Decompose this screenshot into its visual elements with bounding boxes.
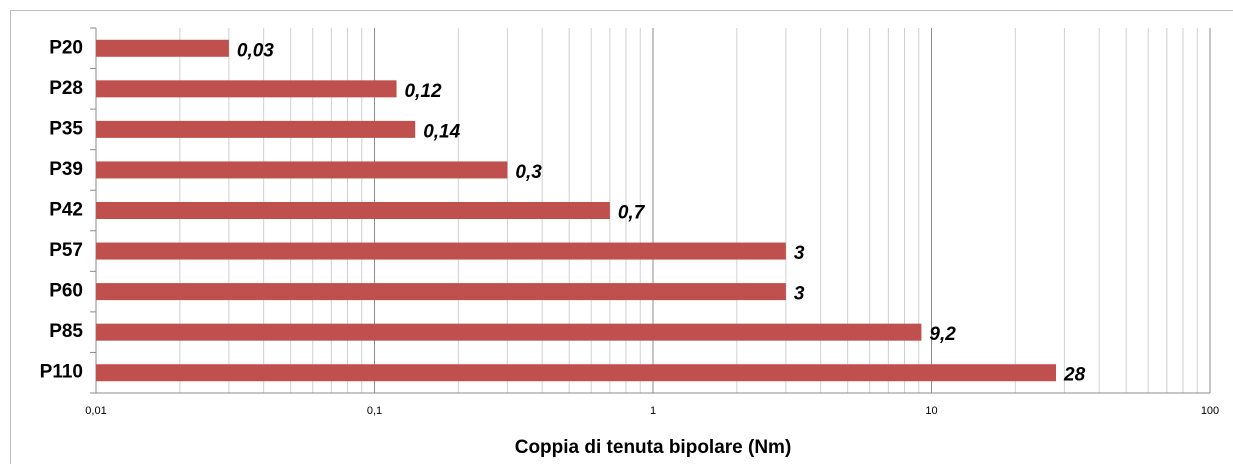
x-tick-label: 0,1 — [367, 405, 382, 417]
bar — [96, 202, 610, 219]
y-tick-label: P20 — [49, 37, 83, 58]
bar — [96, 323, 922, 341]
bar — [96, 283, 786, 301]
x-tick-label: 100 — [1201, 405, 1219, 417]
data-label: 0,03 — [237, 40, 274, 61]
y-tick-label: P85 — [49, 321, 83, 342]
y-tick-label: P60 — [49, 281, 83, 302]
y-tick-label: P28 — [49, 78, 83, 99]
data-label: 0,12 — [405, 81, 442, 102]
data-label: 3 — [794, 243, 805, 264]
bar — [96, 80, 397, 98]
y-tick-label: P110 — [40, 362, 83, 383]
data-label: 28 — [1063, 365, 1086, 386]
x-tick-label: 0,01 — [85, 405, 106, 417]
chart-border — [10, 10, 1233, 464]
data-label: 3 — [794, 284, 805, 305]
y-tick-label: P39 — [49, 159, 83, 180]
bar — [96, 39, 229, 57]
data-label: 0,14 — [423, 121, 460, 142]
data-label: 0,3 — [515, 162, 542, 183]
y-tick-label: P42 — [49, 200, 83, 221]
bar — [96, 242, 786, 260]
x-tick-label: 1 — [650, 405, 656, 417]
data-label: 0,7 — [618, 203, 646, 224]
x-tick-label: 10 — [925, 405, 937, 417]
y-tick-label: P57 — [49, 240, 83, 261]
bar — [96, 161, 508, 179]
bar — [96, 120, 416, 138]
y-tick-label: P35 — [49, 118, 83, 139]
data-label: 9,2 — [929, 324, 956, 345]
x-axis-title: Coppia di tenuta bipolare (Nm) — [515, 437, 792, 458]
bar — [96, 364, 1057, 382]
